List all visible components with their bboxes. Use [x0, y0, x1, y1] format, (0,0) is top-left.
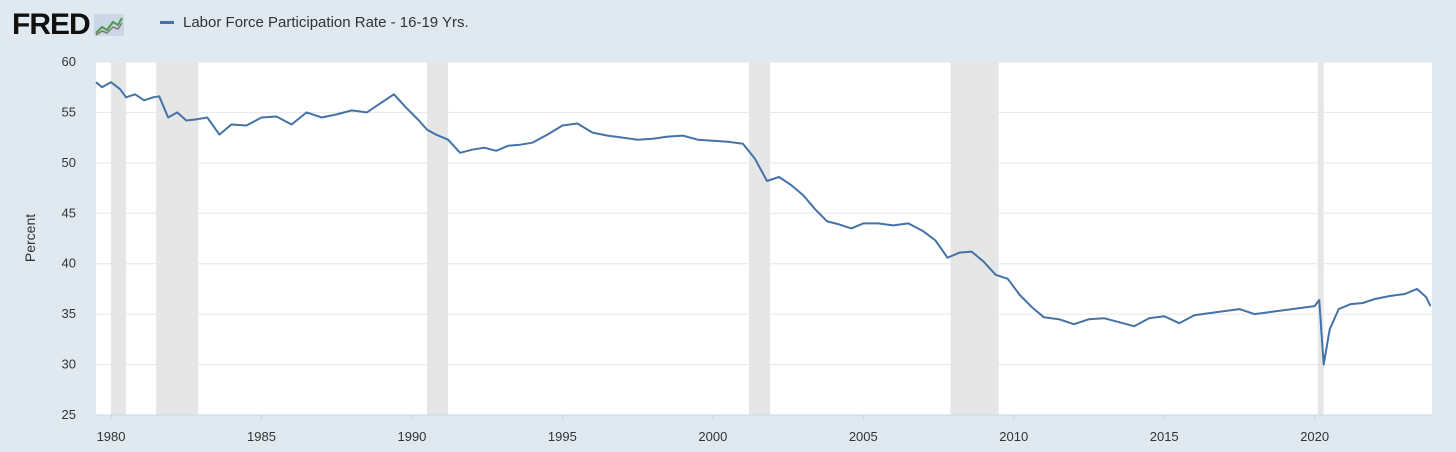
recession-bands	[111, 62, 1324, 415]
x-tick-label-2000: 2000	[698, 429, 727, 444]
x-tick-label-2015: 2015	[1150, 429, 1179, 444]
logo-text: FRED	[12, 8, 91, 41]
recession-band-3	[748, 62, 771, 415]
fred-logo[interactable]: FRED	[12, 8, 124, 42]
x-tick-label-2005: 2005	[849, 429, 878, 444]
y-tick-label-60: 60	[62, 54, 76, 69]
y-axis-ticks: 25 30 35 40 45 50 55 60	[62, 54, 76, 422]
x-axis-ticks: 1980 1985 1990 1995 2000 2005 2010 2015 2020	[97, 415, 1329, 444]
x-tick-label-1995: 1995	[548, 429, 577, 444]
y-tick-label-40: 40	[62, 256, 76, 271]
recession-band-0	[111, 62, 127, 415]
chart-header: FRED Labor Force Participation Rate - 16…	[0, 0, 1456, 50]
gridlines	[96, 61, 1432, 366]
legend[interactable]: Labor Force Participation Rate - 16-19 Y…	[160, 14, 469, 31]
x-tick-label-1980: 1980	[97, 429, 126, 444]
recession-band-1	[156, 62, 199, 415]
y-tick-label-55: 55	[62, 104, 76, 119]
y-tick-label-35: 35	[62, 306, 76, 321]
y-tick-label-45: 45	[62, 205, 76, 220]
legend-swatch	[160, 21, 174, 24]
x-tick-label-2020: 2020	[1300, 429, 1329, 444]
chart-line-icon	[93, 14, 124, 36]
y-axis-title: Percent	[22, 214, 38, 262]
recession-band-2	[426, 62, 449, 415]
recession-band-5	[1317, 62, 1324, 415]
x-tick-label-1985: 1985	[247, 429, 276, 444]
y-tick-label-50: 50	[62, 155, 76, 170]
x-tick-label-1990: 1990	[397, 429, 426, 444]
legend-label: Labor Force Participation Rate - 16-19 Y…	[183, 14, 469, 31]
series-line[interactable]	[95, 81, 1432, 366]
x-tick-label-2010: 2010	[999, 429, 1028, 444]
recession-band-4	[950, 62, 999, 415]
y-tick-label-25: 25	[62, 407, 76, 422]
y-tick-label-30: 30	[62, 357, 76, 372]
